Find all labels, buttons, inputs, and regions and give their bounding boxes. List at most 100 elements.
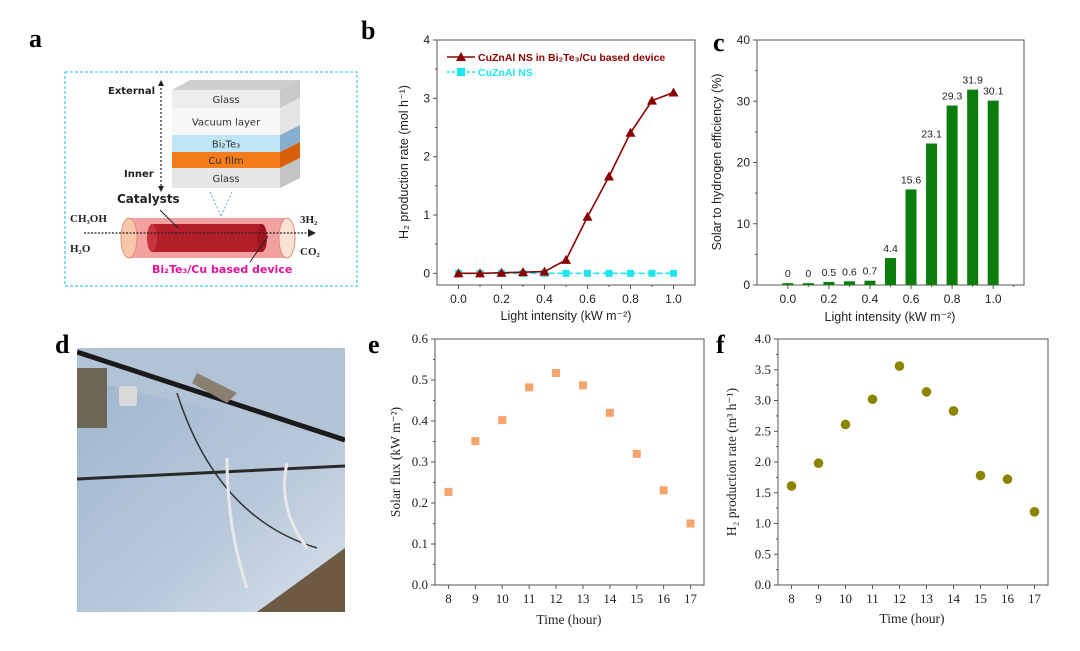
y-tick-label: 4.0: [755, 331, 771, 346]
bar: [782, 283, 794, 285]
bar-data-label: 31.9: [962, 75, 983, 87]
connector-right: [220, 191, 233, 217]
layer-side-1: [280, 98, 300, 135]
y-tick-label: 10: [737, 217, 751, 231]
schematic-border: [64, 71, 358, 287]
data-point-triangle: [604, 171, 614, 181]
x-tick-label: 13: [920, 591, 933, 606]
panel-label-d: d: [55, 330, 70, 359]
x-tick-label: 11: [866, 591, 879, 606]
x-tick-label: 0.8: [944, 292, 961, 306]
data-point-circle: [894, 361, 905, 371]
data-point-triangle: [475, 268, 485, 278]
x-tick-label: 11: [523, 591, 536, 606]
layer-front-1: [172, 108, 280, 135]
data-point-circle: [867, 394, 878, 405]
y-tick-label: 3.5: [755, 362, 771, 377]
y-tick-label: 2.0: [755, 454, 771, 469]
bar-data-label: 0.7: [863, 266, 878, 278]
panel-label-c: c: [713, 28, 725, 57]
panel-label-e: e: [368, 330, 380, 359]
input-methanol: CH₃OH: [70, 213, 107, 225]
bar-data-label: 0.5: [822, 267, 837, 279]
x-tick-label: 12: [550, 591, 563, 606]
y-tick-label: 0.0: [412, 577, 428, 592]
layer-stack: Glass Vacuum layer Bi₂Te₃ Cu film Glass: [172, 80, 300, 188]
x-tick-label: 9: [815, 591, 822, 606]
data-point-circle: [1029, 507, 1040, 517]
data-point-square: [659, 486, 668, 495]
panel-label-a: a: [29, 24, 42, 53]
x-tick-label: 0.2: [821, 292, 838, 306]
y-tick-label: 0.5: [412, 372, 428, 387]
data-point-square: [648, 269, 656, 277]
data-point-square: [670, 269, 677, 277]
y-tick-label: 0.6: [412, 331, 429, 346]
data-point-square: [525, 383, 534, 392]
chart-b-legend: CuZnAl NS in Bi₂Te₃/Cu based device CuZn…: [447, 52, 665, 79]
chart-f-ylabel: H₂ production rate (m³ h⁻¹): [724, 388, 739, 536]
x-tick-label: 0.0: [450, 292, 467, 306]
x-tick-label: 0.8: [622, 292, 639, 306]
data-point-square: [578, 381, 587, 390]
x-tick-label: 15: [974, 591, 987, 606]
output-co2: CO₂: [300, 246, 321, 258]
x-tick-label: 16: [1001, 591, 1015, 606]
device-label: Bi₂Te₃/Cu based device: [152, 263, 292, 276]
data-point-square: [605, 408, 614, 417]
bar: [843, 281, 855, 285]
chart-e-ylabel: Solar flux (kW m⁻²): [388, 407, 403, 517]
bar: [823, 281, 835, 285]
data-point-circle: [1002, 474, 1013, 485]
flow-arrow-head: [308, 229, 316, 237]
x-tick-label: 1.0: [985, 292, 1002, 306]
x-tick-label: 8: [788, 591, 795, 606]
data-point-circle: [975, 470, 986, 481]
data-point-square: [552, 369, 561, 378]
x-tick-label: 10: [496, 591, 509, 606]
connector-left: [209, 191, 222, 217]
x-tick-label: 13: [576, 591, 589, 606]
layer-side-3: [280, 142, 300, 168]
bar-data-label: 30.1: [983, 86, 1004, 98]
layer-side-2: [280, 125, 300, 152]
x-tick-label: 0.0: [779, 292, 796, 306]
layer-label: Vacuum layer: [192, 118, 261, 129]
photo-drawing: [77, 348, 345, 612]
y-tick-label: 0: [743, 278, 750, 292]
chart-b-ylabel: H₂ production rate (mol h⁻¹): [397, 85, 411, 239]
layer-side-4: [280, 158, 300, 188]
layer-front-2: [172, 135, 280, 152]
data-point-triangle: [453, 268, 464, 278]
bar-data-label: 15.6: [901, 174, 922, 186]
x-tick-label: 17: [684, 591, 698, 606]
layer-front-0: [172, 90, 280, 108]
x-tick-label: 17: [1028, 591, 1042, 606]
chart-e-xlabel: Time (hour): [536, 612, 601, 627]
y-tick-label: 1.0: [755, 516, 771, 531]
y-tick-label: 3.0: [755, 393, 771, 408]
data-point-square: [686, 519, 695, 528]
data-point-circle: [948, 406, 959, 416]
data-point-triangle: [625, 127, 636, 137]
data-point-circle: [813, 458, 824, 469]
data-point-square: [605, 269, 613, 277]
layer-front-3: [172, 152, 280, 168]
data-point-circle: [786, 481, 797, 491]
layer-stack-top-face: [172, 80, 300, 90]
panel-label-f: f: [716, 330, 725, 359]
legend-label-ns: CuZnAl NS: [478, 67, 533, 79]
layer-front-4: [172, 168, 280, 188]
bar: [967, 89, 979, 285]
data-point-square: [444, 487, 453, 496]
catalysts-label: Catalysts: [117, 192, 180, 206]
x-tick-label: 15: [630, 591, 643, 606]
x-tick-label: 1.0: [665, 292, 682, 306]
y-tick-label: 3: [423, 91, 430, 105]
data-point-circle: [921, 387, 932, 397]
panel-label-b: b: [361, 16, 376, 45]
input-water: H₂O: [70, 243, 91, 255]
catalysts-pointer: [159, 209, 179, 229]
